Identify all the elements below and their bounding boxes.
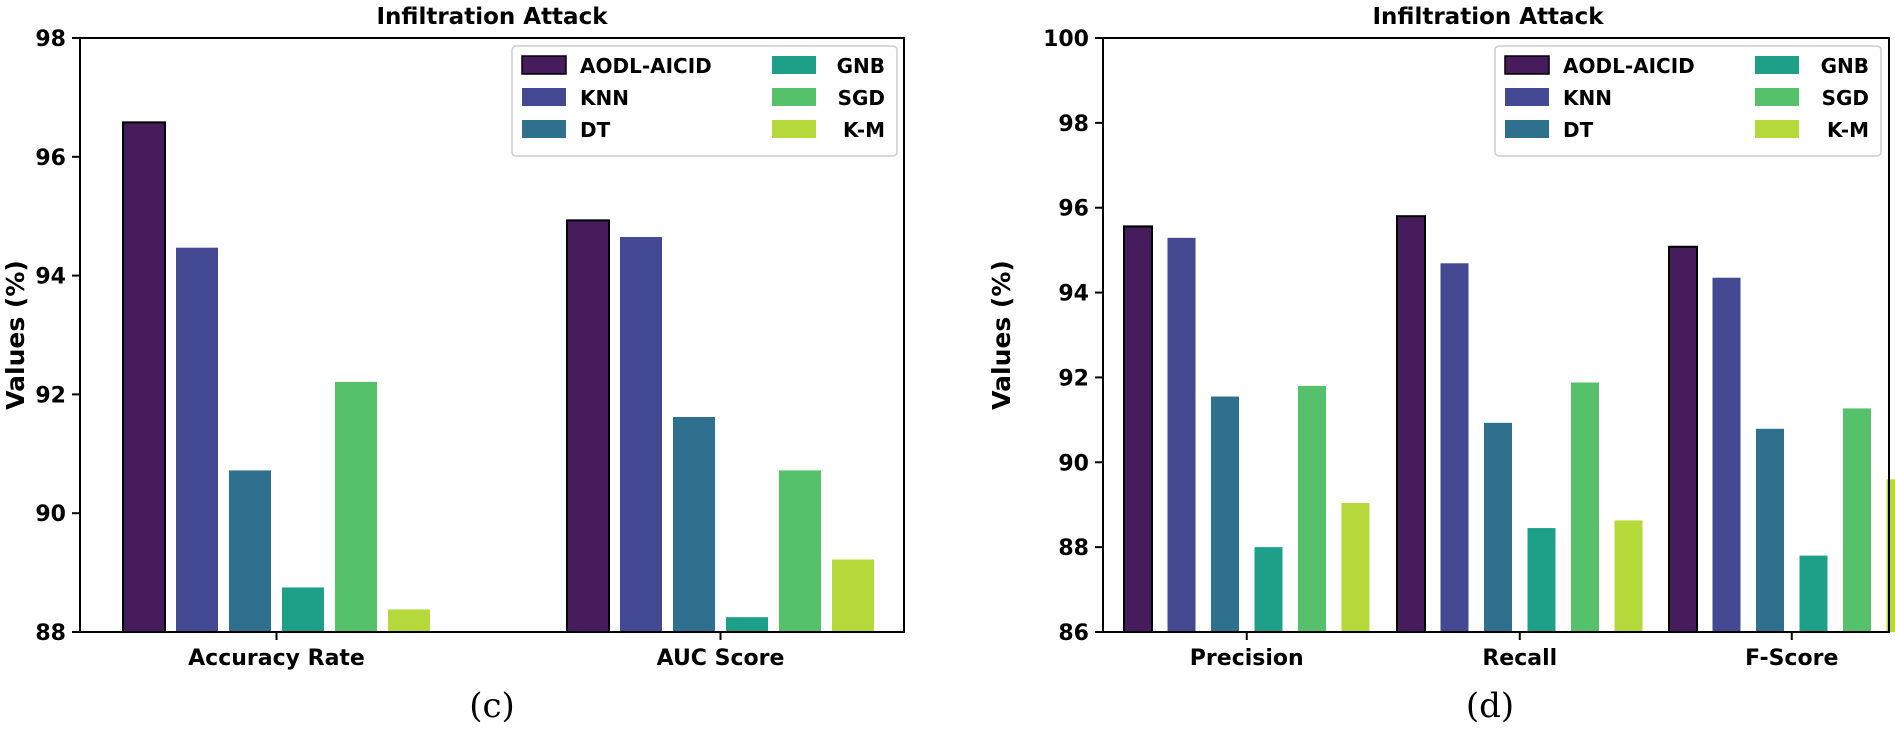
bar-k-m-precision	[1341, 503, 1370, 632]
figure-caption: (d)	[1466, 686, 1514, 726]
x-tick-label: F-Score	[1745, 646, 1838, 671]
chart-panel-d: Infiltration Attack Values (%) 86 88 90 92 94 9…	[987, 4, 1895, 726]
legend-swatch-knn	[522, 88, 566, 106]
figure-caption: (c)	[469, 686, 515, 726]
legend-swatch-k-m	[1755, 120, 1799, 138]
legend: AODL-AICID KNN DT GNB SGD K-M	[1494, 45, 1882, 157]
bar-knn-auc-score	[620, 236, 662, 633]
legend-swatch-dt	[522, 120, 566, 138]
y-tick-label: 92	[1058, 366, 1089, 391]
bar-aodl-aicid-accuracy-rate	[122, 121, 166, 634]
bar-k-m-auc-score	[832, 559, 874, 632]
y-tick-label: 94	[35, 265, 66, 290]
bar-dt-precision	[1211, 396, 1239, 632]
y-tick-label: 98	[35, 27, 66, 52]
legend-label-knn: KNN	[580, 86, 629, 110]
chart-panel-c: Infiltration Attack Values (%) 88 90 92 94 96 9…	[1, 4, 905, 726]
bar-dt-accuracy-rate	[229, 470, 271, 632]
legend-label-sgd: SGD	[838, 86, 885, 110]
legend: AODL-AICID KNN DT GNB SGD K-M	[511, 45, 898, 157]
y-axis-label: Values (%)	[1, 260, 30, 410]
bar-k-m-accuracy-rate	[388, 609, 430, 632]
legend-swatch-aodl-aicid	[1504, 55, 1550, 75]
y-tick-label: 98	[1058, 112, 1089, 137]
x-tick-label: Recall	[1482, 646, 1557, 671]
legend-label-gnb: GNB	[1821, 54, 1869, 78]
bar-sgd-accuracy-rate	[335, 381, 377, 632]
y-tick-label: 90	[35, 502, 66, 527]
bar-gnb-precision	[1254, 547, 1283, 632]
bar-k-m-recall	[1614, 520, 1643, 632]
bar-sgd-f-score	[1843, 408, 1871, 632]
chart-title: Infiltration Attack	[376, 4, 608, 30]
legend-label-sgd: SGD	[1822, 86, 1869, 110]
legend-swatch-gnb	[772, 56, 816, 74]
x-tick-label: AUC Score	[657, 646, 785, 671]
bar-k-m-f-score	[1886, 479, 1895, 632]
bar-aodl-aicid-recall	[1396, 215, 1426, 633]
bar-sgd-recall	[1571, 382, 1599, 632]
y-tick-label: 92	[35, 383, 66, 408]
legend-label-aodl-aicid: AODL-AICID	[580, 54, 712, 78]
legend-label-aodl-aicid: AODL-AICID	[1563, 54, 1695, 78]
y-tick-label: 86	[1058, 621, 1089, 646]
y-tick-label: 100	[1043, 27, 1089, 52]
legend-label-dt: DT	[580, 118, 611, 142]
bar-gnb-f-score	[1799, 555, 1828, 632]
bar-gnb-accuracy-rate	[282, 587, 324, 632]
y-tick-label: 96	[35, 146, 66, 171]
chart-title: Infiltration Attack	[1372, 4, 1604, 30]
bar-dt-auc-score	[673, 416, 715, 632]
bar-sgd-auc-score	[779, 470, 821, 632]
bar-gnb-recall	[1527, 528, 1556, 632]
bar-dt-f-score	[1756, 428, 1784, 632]
legend-swatch-sgd	[1755, 88, 1799, 106]
bar-sgd-precision	[1298, 385, 1326, 632]
y-tick-label: 88	[35, 621, 66, 646]
legend-swatch-knn	[1505, 88, 1549, 106]
bar-knn-f-score	[1712, 277, 1741, 632]
plot-frame	[79, 37, 905, 633]
bar-knn-recall	[1440, 263, 1469, 632]
plot-frame	[1102, 37, 1890, 633]
legend-swatch-k-m	[772, 120, 816, 138]
bar-knn-precision	[1167, 237, 1196, 633]
bar-aodl-aicid-auc-score	[566, 219, 610, 633]
legend-swatch-gnb	[1755, 56, 1799, 74]
legend-swatch-dt	[1505, 120, 1549, 138]
bar-aodl-aicid-precision	[1123, 225, 1153, 634]
bar-knn-accuracy-rate	[176, 247, 218, 632]
x-tick-label: Accuracy Rate	[188, 646, 365, 671]
legend-label-dt: DT	[1563, 118, 1594, 142]
legend-label-gnb: GNB	[837, 54, 885, 78]
y-tick-label: 94	[1058, 282, 1089, 307]
legend-label-k-m: K-M	[1827, 118, 1869, 142]
legend-swatch-sgd	[772, 88, 816, 106]
legend-label-k-m: K-M	[843, 118, 885, 142]
y-tick-label: 96	[1058, 197, 1089, 222]
y-tick-label: 90	[1058, 451, 1089, 476]
legend-swatch-aodl-aicid	[521, 55, 567, 75]
y-tick-label: 88	[1058, 536, 1089, 561]
legend-label-knn: KNN	[1563, 86, 1612, 110]
bar-gnb-auc-score	[726, 617, 768, 632]
x-tick-label: Precision	[1190, 646, 1304, 671]
y-axis-label: Values (%)	[987, 260, 1016, 410]
bar-aodl-aicid-f-score	[1668, 245, 1698, 633]
bar-dt-recall	[1484, 422, 1512, 632]
